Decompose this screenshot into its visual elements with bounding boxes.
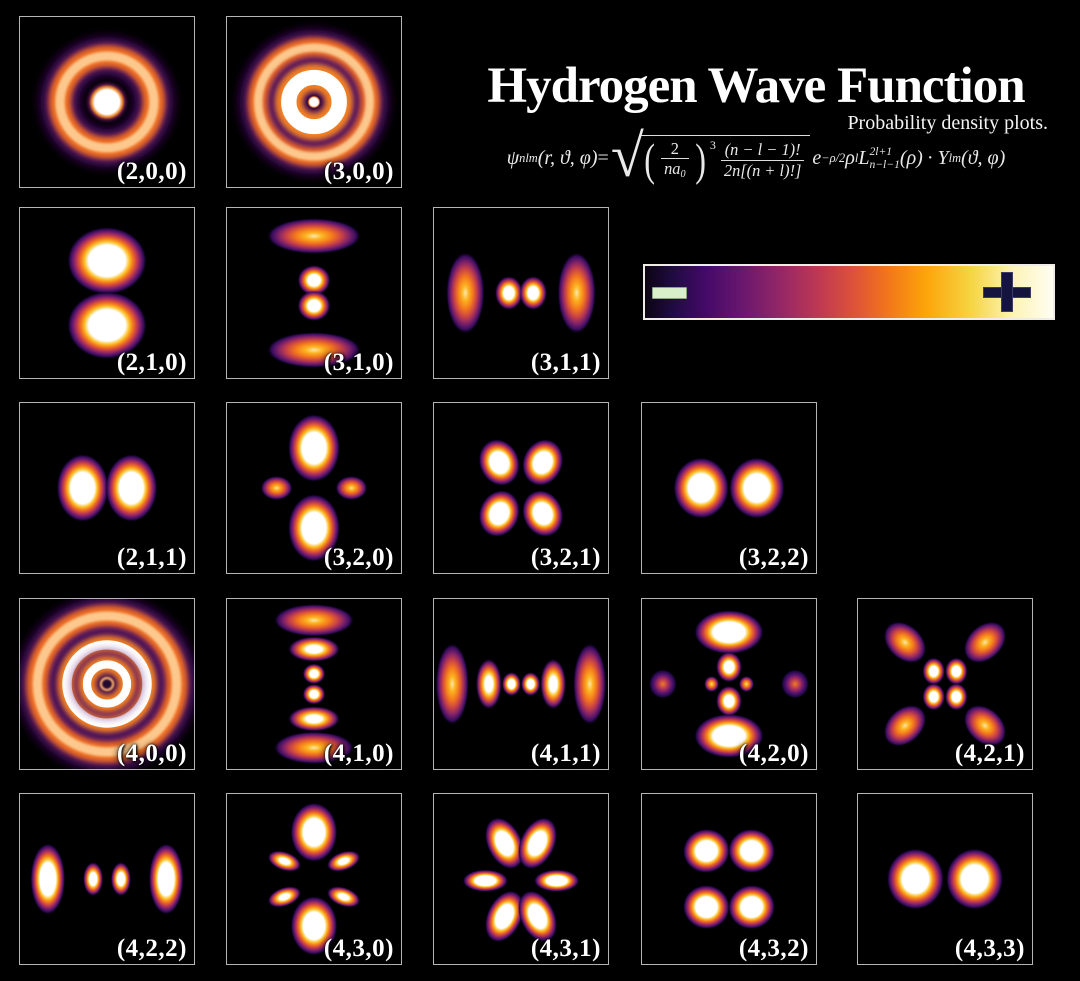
fraction-2-denominator: 2n[(n + l)!]: [723, 160, 802, 180]
header: Hydrogen Wave Function Probability densi…: [450, 58, 1062, 135]
formula-e-exponent: −ρ/2: [821, 150, 846, 165]
page-subtitle: Probability density plots.: [847, 111, 1048, 134]
quantum-number-label: (2,1,1): [116, 544, 187, 571]
orbital-panel-3-2-2: (3,2,2): [641, 402, 817, 574]
fraction-1: 2 na0: [661, 139, 689, 182]
fraction-1-numerator: 2: [661, 139, 689, 160]
orbital-density-plot: [478, 439, 564, 537]
orbital-panel-2-1-0: (2,1,0): [19, 207, 195, 379]
quantum-number-label: (3,1,0): [323, 349, 394, 376]
orbital-panel-3-2-1: (3,2,1): [433, 402, 609, 574]
orbital-density-plot: [267, 218, 361, 368]
frac1-den-sub: 0: [680, 169, 686, 181]
quantum-number-label: (2,0,0): [116, 158, 187, 185]
orbital-density-plot: [648, 610, 810, 758]
orbital-density-plot: [886, 848, 1004, 910]
orbital-panel-4-1-1: (4,1,1): [433, 598, 609, 770]
minus-icon: [652, 287, 687, 299]
formula-harmonic: Y: [937, 146, 949, 169]
orbital-density-plot: [883, 621, 1007, 747]
orbital-density-plot: [462, 817, 580, 943]
formula-rho: ρ: [845, 146, 855, 169]
orbital-panel-4-3-3: (4,3,3): [857, 793, 1033, 965]
orbital-density-plot: [240, 29, 388, 175]
quantum-number-label: (4,3,0): [323, 935, 394, 962]
orbital-density-plot: [673, 457, 785, 519]
laguerre-arg: (ρ): [899, 146, 923, 169]
orbital-panel-4-0-0: (4,0,0): [19, 598, 195, 770]
formula-psi-sub: nlm: [519, 150, 538, 165]
orbital-panel-2-0-0: (2,0,0): [19, 16, 195, 188]
page-title: Hydrogen Wave Function: [487, 58, 1025, 114]
fraction-1-denominator: na0: [661, 159, 688, 181]
fraction-2: (n − l − 1)! 2n[(n + l)!]: [720, 140, 805, 180]
orbital-density-plot: [20, 599, 194, 769]
orbital-panel-4-1-0: (4,1,0): [226, 598, 402, 770]
orbital-panel-4-3-2: (4,3,2): [641, 793, 817, 965]
orbital-panel-4-3-1: (4,3,1): [433, 793, 609, 965]
orbital-panel-3-2-0: (3,2,0): [226, 402, 402, 574]
orbital-density-plot: [267, 802, 361, 956]
orbital-panel-3-0-0: (3,0,0): [226, 16, 402, 188]
orbital-density-plot: [56, 454, 158, 522]
quantum-number-label: (2,1,0): [116, 349, 187, 376]
quantum-number-label: (4,3,2): [738, 935, 809, 962]
laguerre-sub: n−l−1: [869, 158, 900, 171]
laguerre-sup: 2l+1: [869, 145, 893, 159]
wavefunction-formula: ψ nlm (r, ϑ, φ) = √ ( 2 na0 ) 3 (n − l − 1…: [438, 123, 1074, 190]
orbital-panel-2-1-1: (2,1,1): [19, 402, 195, 574]
cube-exponent: 3: [709, 137, 716, 152]
orbital-density-plot: [30, 843, 184, 915]
quantum-number-label: (4,1,0): [323, 740, 394, 767]
formula-args2: (ϑ, φ): [961, 146, 1006, 169]
cdot: ·: [926, 146, 934, 169]
quantum-number-label: (4,2,2): [116, 935, 187, 962]
orbital-density-plot: [682, 828, 776, 930]
orbital-panel-4-2-0: (4,2,0): [641, 598, 817, 770]
quantum-number-label: (4,2,1): [954, 740, 1025, 767]
orbital-panel-4-2-1: (4,2,1): [857, 598, 1033, 770]
orbital-density-plot: [446, 252, 596, 334]
quantum-number-label: (3,2,1): [530, 544, 601, 571]
orbital-density-plot: [273, 604, 355, 764]
orbital-panel-3-1-0: (3,1,0): [226, 207, 402, 379]
quantum-number-label: (4,3,3): [954, 935, 1025, 962]
orbital-density-plot: [66, 226, 148, 360]
radical-sign: √: [610, 123, 644, 190]
orbital-panel-3-1-1: (3,1,1): [433, 207, 609, 379]
orbital-density-plot: [260, 414, 368, 562]
orbital-panel-4-3-0: (4,3,0): [226, 793, 402, 965]
colorbar: [643, 264, 1055, 320]
formula-equals: =: [597, 146, 609, 169]
formula-e: e: [812, 146, 822, 169]
formula-psi: ψ: [506, 146, 520, 169]
quantum-number-label: (4,2,0): [738, 740, 809, 767]
frac1-den-var: na: [664, 159, 681, 179]
fraction-2-numerator: (n − l − 1)!: [720, 140, 805, 161]
quantum-number-label: (4,1,1): [530, 740, 601, 767]
quantum-number-label: (3,2,0): [323, 544, 394, 571]
quantum-number-label: (4,0,0): [116, 740, 187, 767]
formula-rho-exponent: l: [854, 150, 859, 165]
formula-laguerre: L: [858, 146, 870, 169]
quantum-number-label: (4,3,1): [530, 935, 601, 962]
plus-icon: [983, 272, 1031, 312]
orbital-density-plot: [435, 643, 607, 725]
laguerre-indices: 2l+1 n−l−1: [869, 145, 899, 171]
radicand: ( 2 na0 ) 3 (n − l − 1)! 2n[(n + l)!]: [639, 134, 811, 183]
quantum-number-label: (3,1,1): [530, 349, 601, 376]
orbital-density-plot: [40, 37, 174, 167]
harmonic-sub: lm: [948, 150, 962, 165]
formula-args1: (r, ϑ, φ): [537, 146, 598, 169]
radical: √ ( 2 na0 ) 3 (n − l − 1)! 2n[(n + l)!]: [610, 123, 811, 190]
plus-icon-vertical-bar: [1001, 272, 1013, 312]
quantum-number-label: (3,2,2): [738, 544, 809, 571]
quantum-number-label: (3,0,0): [323, 158, 394, 185]
orbital-panel-4-2-2: (4,2,2): [19, 793, 195, 965]
